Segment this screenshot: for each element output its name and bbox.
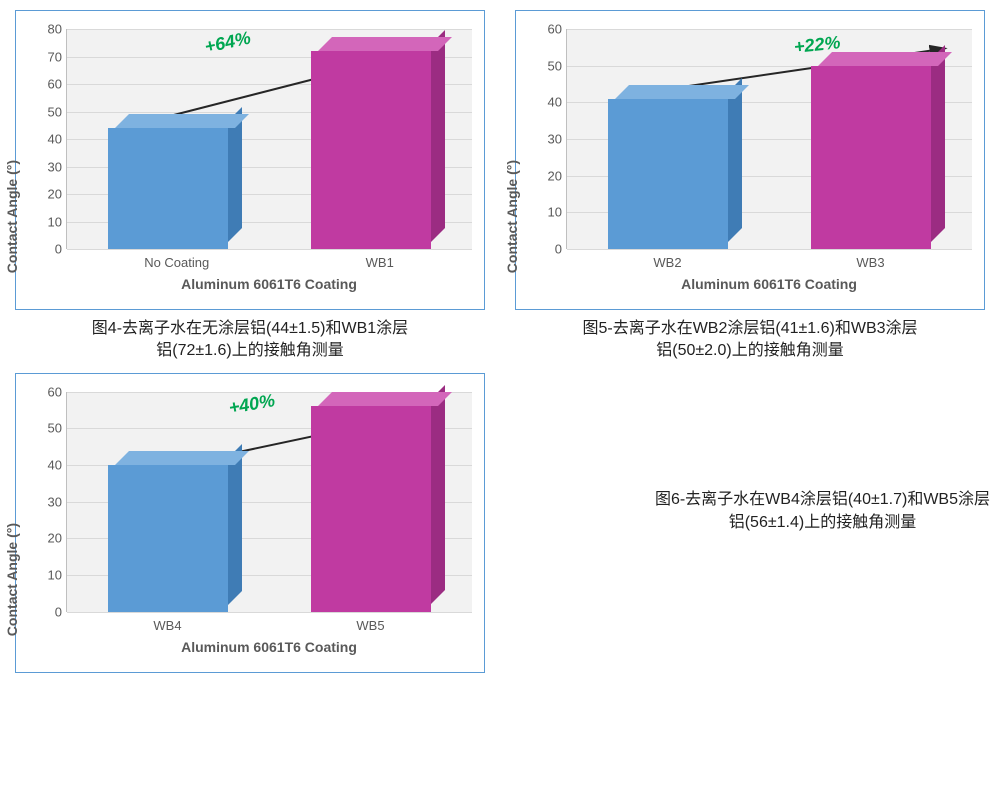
plot-area-0: +64% 01020304050607080 (66, 29, 472, 249)
bar (608, 99, 728, 249)
plot-area-1: +22% 0102030405060 (566, 29, 972, 249)
bars-1 (567, 29, 972, 249)
bar (311, 51, 431, 249)
y-tick-label: 10 (27, 568, 62, 583)
bar-front (108, 128, 228, 249)
bars-2 (67, 392, 472, 612)
bar-side (431, 30, 445, 242)
y-tick-label: 30 (527, 132, 562, 147)
caption-line: 铝(72±1.6)上的接触角测量 (156, 342, 343, 359)
caption-2: 图6-去离子水在WB4涂层铝(40±1.7)和WB5涂层 铝(56±1.4)上的… (655, 489, 990, 534)
y-tick-label: 30 (27, 159, 62, 174)
gridline (67, 612, 472, 613)
bar-side (931, 45, 945, 242)
bar-front (108, 465, 228, 612)
y-tick-label: 40 (527, 95, 562, 110)
chart-frame-2: Contact Angle (°) +40% 0102030405060 WB4… (15, 373, 485, 673)
bar-front (311, 51, 431, 249)
bar (108, 128, 228, 249)
caption-line: 铝(56±1.4)上的接触角测量 (729, 514, 916, 531)
y-tick-label: 10 (27, 214, 62, 229)
y-tick-label: 10 (527, 205, 562, 220)
x-labels-1: WB2 WB3 (566, 249, 972, 270)
bar-side (728, 78, 742, 242)
caption-line: 图6-去离子水在WB4涂层铝(40±1.7)和WB5涂层 (655, 491, 990, 508)
caption-line: 图5-去离子水在WB2涂层铝(41±1.6)和WB3涂层 (582, 320, 917, 337)
chart-frame-0: Contact Angle (°) +64% 01020304050607080… (15, 10, 485, 310)
bar-top (115, 451, 249, 465)
y-tick-label: 70 (27, 49, 62, 64)
x-axis-title-0: Aluminum 6061T6 Coating (66, 270, 472, 292)
bar (108, 465, 228, 612)
caption-line: 图4-去离子水在无涂层铝(44±1.5)和WB1涂层 (92, 320, 408, 337)
bar-side (228, 444, 242, 605)
plot-area-2: +40% 0102030405060 (66, 392, 472, 612)
bar (311, 406, 431, 611)
y-axis-title: Contact Angle (°) (4, 160, 20, 273)
y-tick-label: 0 (27, 242, 62, 257)
caption-1: 图5-去离子水在WB2涂层铝(41±1.6)和WB3涂层 铝(50±2.0)上的… (582, 318, 917, 363)
y-tick-label: 20 (527, 168, 562, 183)
panel-0: Contact Angle (°) +64% 01020304050607080… (10, 10, 490, 363)
bar-front (811, 66, 931, 249)
caption-line: 铝(50±2.0)上的接触角测量 (656, 342, 843, 359)
y-tick-label: 60 (527, 22, 562, 37)
x-tick-label: WB1 (366, 255, 394, 270)
bar-top (318, 37, 452, 51)
y-tick-label: 50 (27, 421, 62, 436)
bar-top (115, 114, 249, 128)
y-tick-label: 0 (527, 242, 562, 257)
bars-0 (67, 29, 472, 249)
panel-1: Contact Angle (°) +22% 0102030405060 WB2… (510, 10, 990, 363)
bar-front (608, 99, 728, 249)
x-labels-2: WB4 WB5 (66, 612, 472, 633)
bar-side (431, 385, 445, 604)
y-tick-label: 20 (27, 531, 62, 546)
bar-top (615, 85, 749, 99)
y-tick-label: 80 (27, 22, 62, 37)
panel-grid: Contact Angle (°) +64% 01020304050607080… (10, 10, 990, 673)
y-tick-label: 60 (27, 77, 62, 92)
panel-2: Contact Angle (°) +40% 0102030405060 WB4… (10, 373, 490, 673)
chart-frame-1: Contact Angle (°) +22% 0102030405060 WB2… (515, 10, 985, 310)
bar (811, 66, 931, 249)
bar-top (818, 52, 952, 66)
x-tick-label: No Coating (144, 255, 209, 270)
x-axis-title-2: Aluminum 6061T6 Coating (66, 633, 472, 655)
y-tick-label: 50 (27, 104, 62, 119)
x-tick-label: WB2 (653, 255, 681, 270)
y-axis-title: Contact Angle (°) (4, 523, 20, 636)
bar-front (311, 406, 431, 611)
gridline (567, 249, 972, 250)
x-tick-label: WB5 (356, 618, 384, 633)
x-tick-label: WB3 (856, 255, 884, 270)
gridline (67, 249, 472, 250)
y-tick-label: 30 (27, 494, 62, 509)
y-tick-label: 40 (27, 458, 62, 473)
y-axis-title: Contact Angle (°) (504, 160, 520, 273)
x-axis-title-1: Aluminum 6061T6 Coating (566, 270, 972, 292)
y-tick-label: 50 (527, 58, 562, 73)
panel-2-caption-cell: 图6-去离子水在WB4涂层铝(40±1.7)和WB5涂层 铝(56±1.4)上的… (510, 373, 990, 673)
x-labels-0: No Coating WB1 (66, 249, 472, 270)
y-tick-label: 0 (27, 604, 62, 619)
y-tick-label: 40 (27, 132, 62, 147)
y-tick-label: 60 (27, 384, 62, 399)
caption-0: 图4-去离子水在无涂层铝(44±1.5)和WB1涂层 铝(72±1.6)上的接触… (92, 318, 408, 363)
x-tick-label: WB4 (153, 618, 181, 633)
bar-top (318, 392, 452, 406)
y-tick-label: 20 (27, 187, 62, 202)
